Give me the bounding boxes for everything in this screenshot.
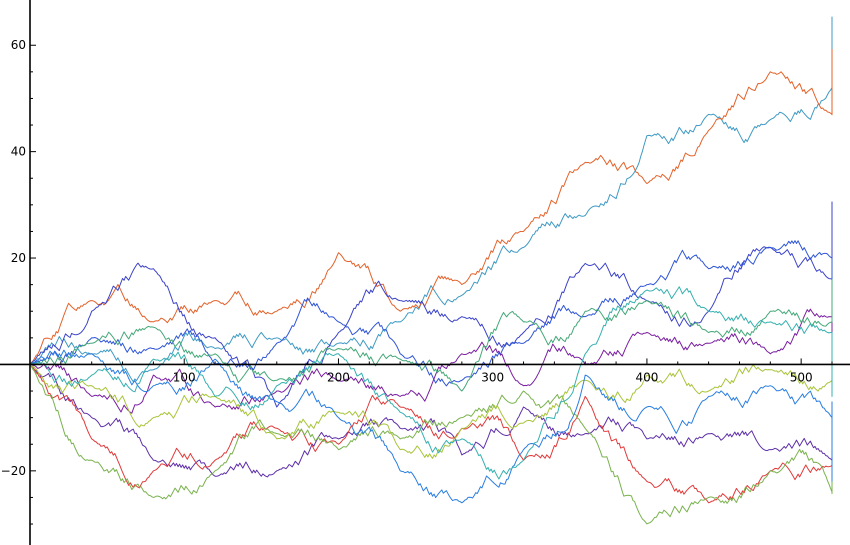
series-line-12: [29, 286, 833, 480]
x-tick-label: 300: [481, 370, 504, 384]
series-line-9: [29, 278, 833, 392]
y-tick-label: 40: [11, 145, 26, 159]
series-line-11: [29, 349, 833, 504]
x-tick-label: 200: [327, 370, 350, 384]
series-line-5: [29, 364, 833, 478]
series-layer: [29, 16, 833, 525]
tick-layer: 100 200 300 400 500 −20 20 40 60: [1, 38, 833, 525]
series-line-7: [29, 364, 833, 504]
series-line-10: [29, 363, 833, 459]
x-tick-label: 500: [790, 370, 813, 384]
series-line-4: [29, 240, 833, 387]
x-tick-label: 100: [173, 370, 196, 384]
y-tick-label: 60: [11, 38, 26, 52]
series-line-8: [29, 364, 833, 525]
series-line-3: [29, 201, 833, 408]
y-tick-label: −20: [1, 464, 26, 478]
y-tick-label: 20: [11, 251, 26, 265]
x-tick-label: 400: [635, 370, 658, 384]
series-line-2: [29, 48, 833, 365]
